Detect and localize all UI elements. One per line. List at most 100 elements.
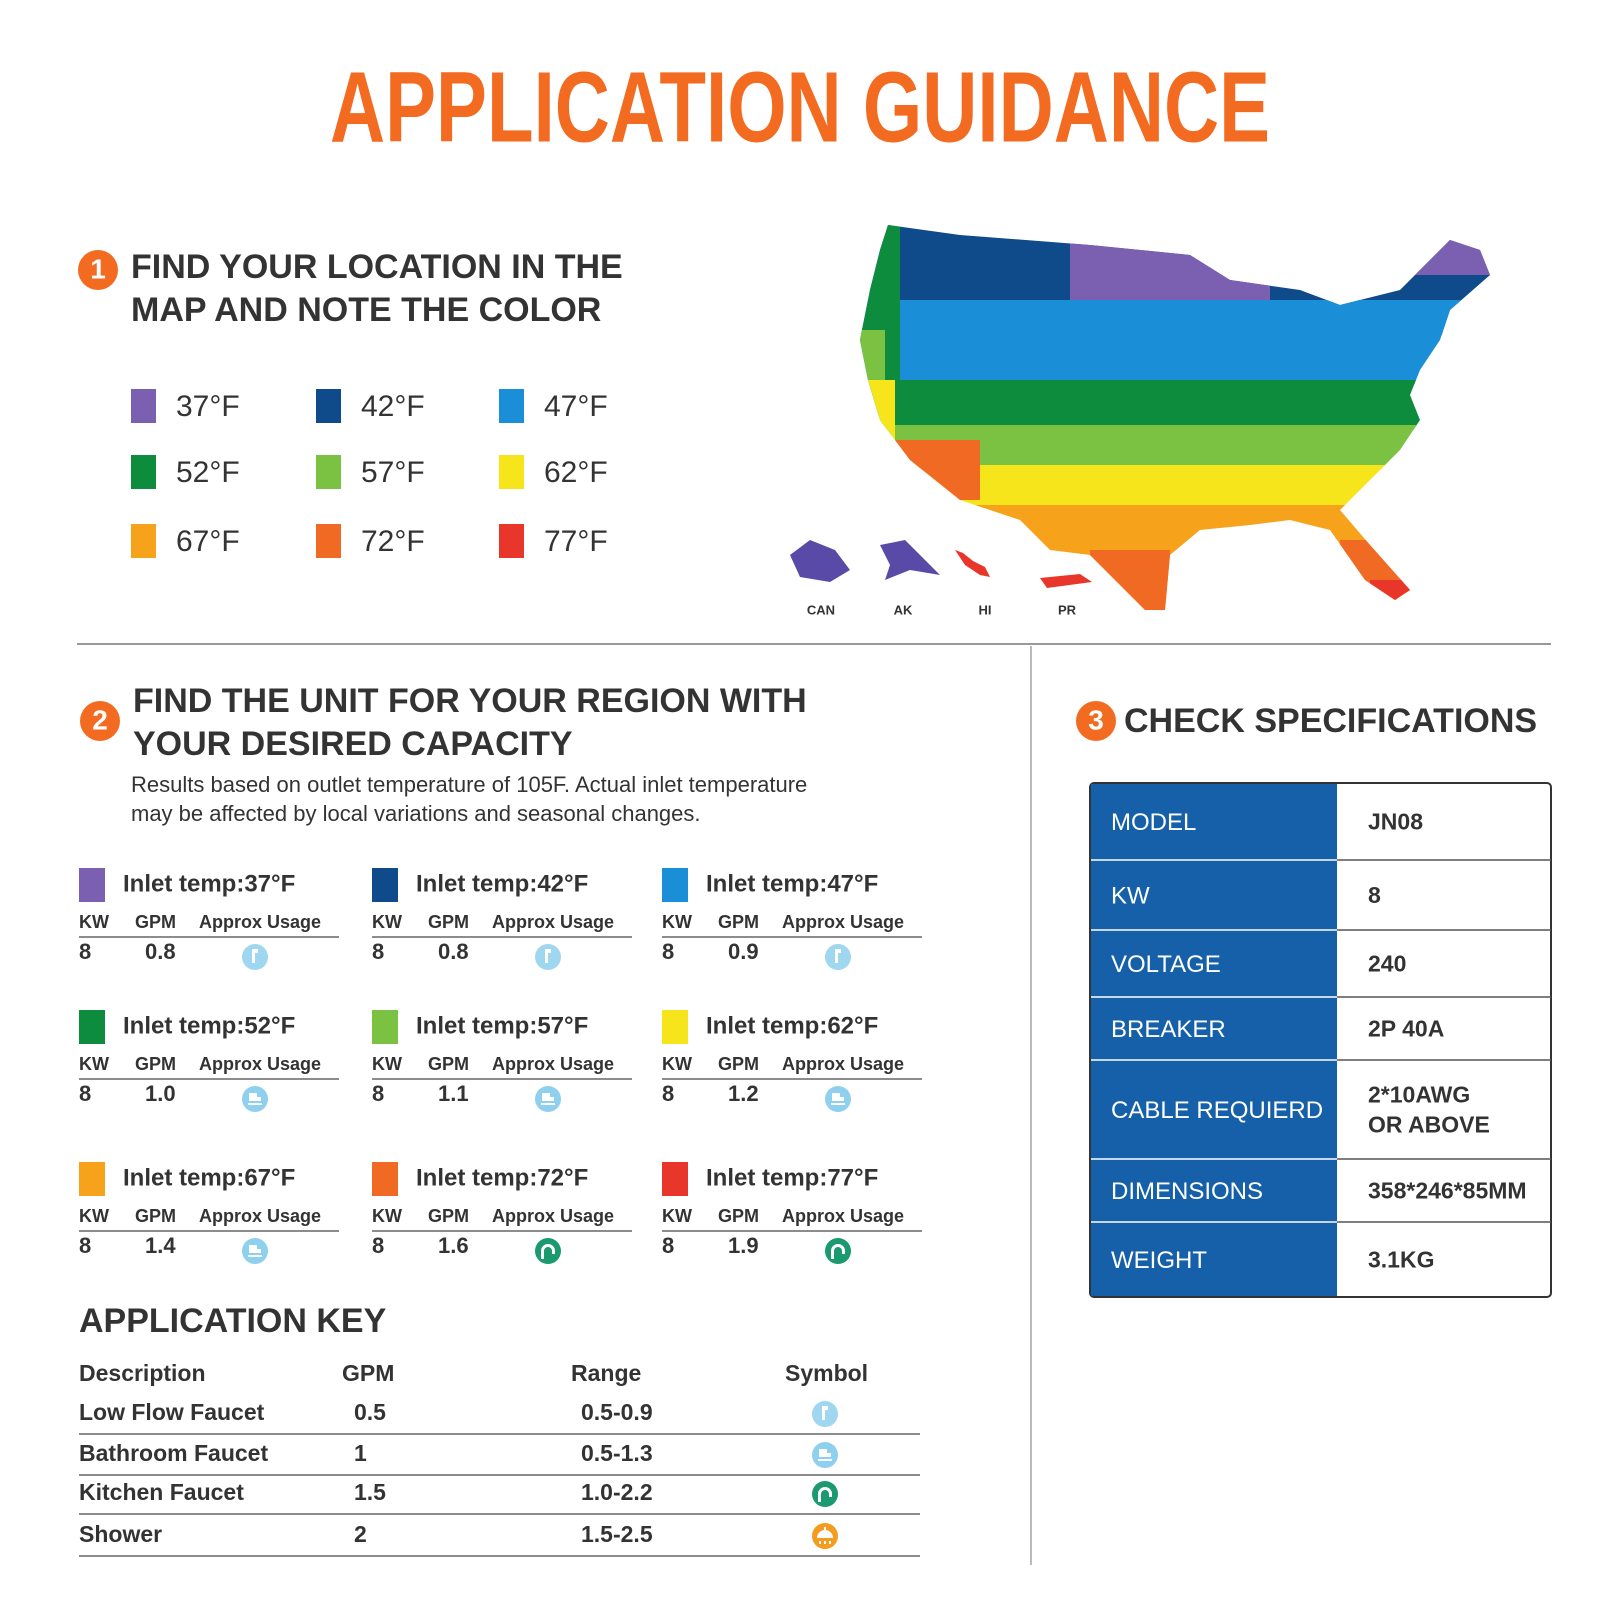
unit-column-header: Approx Usage bbox=[492, 912, 614, 932]
key-cell: 1.5-2.5 bbox=[581, 1521, 653, 1547]
unit-column-header: GPM bbox=[718, 1054, 759, 1074]
legend-label: 47°F bbox=[544, 390, 608, 423]
key-symbol bbox=[812, 1442, 838, 1468]
spec-label: MODEL bbox=[1111, 809, 1196, 836]
unit-column-header: Approx Usage bbox=[199, 1054, 321, 1074]
step-badge bbox=[78, 250, 118, 290]
unit-kw: 8 bbox=[662, 1081, 674, 1106]
legend-label: 62°F bbox=[544, 456, 608, 489]
key-cell: 1.5 bbox=[354, 1479, 386, 1505]
unit-column-header: KW bbox=[372, 1206, 402, 1226]
step-number: 3 bbox=[1088, 704, 1104, 735]
unit-column-header: GPM bbox=[428, 912, 469, 932]
page-title: APPLICATION GUIDANCE bbox=[330, 51, 1270, 163]
spec-label: DIMENSIONS bbox=[1111, 1178, 1263, 1205]
unit-gpm: 1.9 bbox=[728, 1233, 759, 1258]
map-label: AK bbox=[894, 602, 913, 617]
step-heading: YOUR DESIRED CAPACITY bbox=[133, 725, 573, 763]
step-badge bbox=[1076, 701, 1116, 741]
unit-gpm: 1.4 bbox=[145, 1233, 176, 1258]
unit-title: Inlet temp:37°F bbox=[123, 870, 295, 897]
spec-value: 8 bbox=[1368, 882, 1381, 908]
key-cell: Low Flow Faucet bbox=[79, 1399, 265, 1425]
key-symbol bbox=[812, 1401, 838, 1427]
unit-title: Inlet temp:57°F bbox=[416, 1012, 588, 1039]
legend-swatch bbox=[499, 524, 524, 558]
unit-column-header: GPM bbox=[718, 912, 759, 932]
usage-icon bbox=[825, 944, 851, 970]
legend-swatch bbox=[316, 524, 341, 558]
key-symbol bbox=[812, 1523, 838, 1549]
unit-swatch bbox=[662, 868, 688, 902]
step-badge bbox=[80, 701, 120, 741]
map-label: CAN bbox=[807, 602, 835, 617]
step-note: Results based on outlet temperature of 1… bbox=[131, 772, 807, 797]
unit-swatch bbox=[79, 1162, 105, 1196]
map-label: HI bbox=[979, 602, 992, 617]
unit-swatch bbox=[372, 1162, 398, 1196]
unit-title: Inlet temp:62°F bbox=[706, 1012, 878, 1039]
unit-kw: 8 bbox=[372, 1081, 384, 1106]
spec-label: WEIGHT bbox=[1111, 1247, 1207, 1274]
unit-column-header: KW bbox=[79, 912, 109, 932]
unit-swatch bbox=[79, 868, 105, 902]
unit-kw: 8 bbox=[79, 1233, 91, 1258]
unit-column-header: Approx Usage bbox=[199, 912, 321, 932]
step-number: 1 bbox=[90, 253, 106, 284]
legend-label: 72°F bbox=[361, 525, 425, 558]
legend-label: 52°F bbox=[176, 456, 240, 489]
usage-icon bbox=[535, 1238, 561, 1264]
unit-kw: 8 bbox=[79, 939, 91, 964]
unit-column-header: GPM bbox=[135, 1206, 176, 1226]
map-label: PR bbox=[1058, 602, 1077, 617]
unit-column-header: KW bbox=[662, 1206, 692, 1226]
unit-column-header: GPM bbox=[428, 1054, 469, 1074]
unit-title: Inlet temp:42°F bbox=[416, 870, 588, 897]
legend-swatch bbox=[131, 524, 156, 558]
spec-label-column bbox=[1091, 784, 1337, 1296]
key-cell: Bathroom Faucet bbox=[79, 1440, 268, 1466]
legend-label: 67°F bbox=[176, 525, 240, 558]
usage-icon bbox=[242, 1238, 268, 1264]
usage-icon bbox=[535, 1086, 561, 1112]
unit-kw: 8 bbox=[372, 1233, 384, 1258]
spec-label: VOLTAGE bbox=[1111, 951, 1221, 978]
spec-value: JN08 bbox=[1368, 809, 1423, 835]
unit-swatch bbox=[662, 1010, 688, 1044]
legend-label: 57°F bbox=[361, 456, 425, 489]
unit-column-header: KW bbox=[662, 912, 692, 932]
key-cell: Kitchen Faucet bbox=[79, 1479, 244, 1505]
key-cell: 2 bbox=[354, 1521, 367, 1547]
spec-label: CABLE REQUIERD bbox=[1111, 1097, 1323, 1124]
key-cell: Shower bbox=[79, 1521, 162, 1547]
legend-swatch bbox=[316, 389, 341, 423]
unit-gpm: 1.6 bbox=[438, 1233, 469, 1258]
unit-kw: 8 bbox=[372, 939, 384, 964]
unit-kw: 8 bbox=[79, 1081, 91, 1106]
legend-swatch bbox=[499, 455, 524, 489]
step-heading: FIND YOUR LOCATION IN THE bbox=[131, 248, 623, 286]
unit-swatch bbox=[79, 1010, 105, 1044]
unit-kw: 8 bbox=[662, 1233, 674, 1258]
usage-icon bbox=[242, 944, 268, 970]
step-number: 2 bbox=[92, 704, 108, 735]
key-cell: 0.5-1.3 bbox=[581, 1440, 653, 1466]
map-ak bbox=[880, 540, 940, 580]
unit-column-header: Approx Usage bbox=[492, 1054, 614, 1074]
key-header: Description bbox=[79, 1360, 206, 1386]
legend-swatch bbox=[499, 389, 524, 423]
usage-icon bbox=[242, 1086, 268, 1112]
unit-column-header: KW bbox=[662, 1054, 692, 1074]
map-pr bbox=[1040, 574, 1092, 588]
usage-icon bbox=[825, 1086, 851, 1112]
unit-title: Inlet temp:52°F bbox=[123, 1012, 295, 1039]
unit-title: Inlet temp:67°F bbox=[123, 1164, 295, 1191]
unit-gpm: 0.9 bbox=[728, 939, 759, 964]
unit-column-header: Approx Usage bbox=[782, 912, 904, 932]
unit-column-header: KW bbox=[372, 912, 402, 932]
spec-value: 3.1KG bbox=[1368, 1247, 1434, 1273]
us-map bbox=[860, 225, 1490, 610]
key-cell: 1.0-2.2 bbox=[581, 1479, 653, 1505]
unit-gpm: 0.8 bbox=[438, 939, 469, 964]
key-title: APPLICATION KEY bbox=[79, 1302, 387, 1340]
